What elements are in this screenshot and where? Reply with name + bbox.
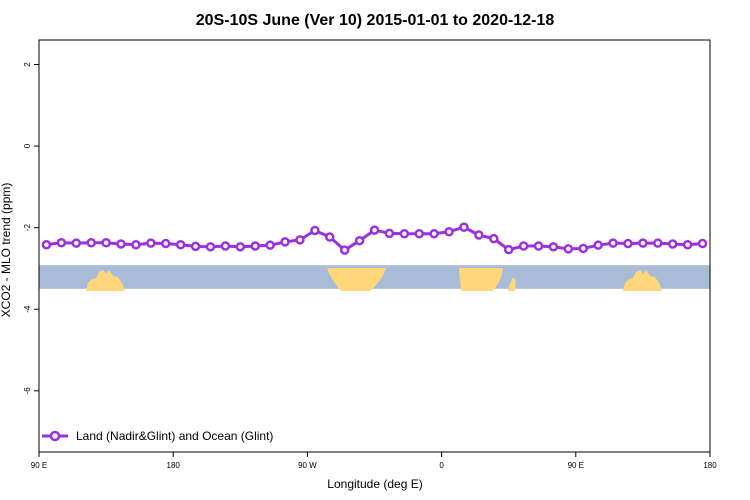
- data-point: [160, 238, 171, 249]
- data-point: [489, 233, 499, 244]
- data-point: [623, 238, 633, 249]
- x-tick-label: 90 E: [568, 461, 584, 470]
- y-tick-label: 0: [23, 143, 32, 148]
- data-point: [444, 226, 454, 237]
- data-point: [638, 238, 648, 248]
- data-point: [533, 241, 544, 251]
- data-point: [71, 238, 82, 248]
- data-point: [667, 239, 678, 249]
- land-australia-1: [86, 270, 125, 291]
- data-point: [593, 240, 603, 250]
- data-point: [518, 241, 529, 251]
- plot-frame: [38, 39, 711, 453]
- x-tick-label: 90 E: [31, 461, 47, 470]
- data-point: [429, 229, 439, 239]
- legend: Land (Nadir&Glint) and Ocean (Glint): [42, 429, 273, 443]
- data-point: [41, 240, 52, 250]
- data-point: [369, 225, 380, 235]
- land-australia-2: [623, 270, 662, 291]
- data-point: [548, 242, 559, 252]
- data-point: [116, 239, 126, 249]
- chart-title: 20S-10S June (Ver 10) 2015-01-01 to 2020…: [196, 12, 555, 29]
- data-point: [459, 222, 469, 232]
- x-tick-label: 180: [167, 461, 181, 470]
- data-point: [682, 240, 693, 250]
- data-point: [205, 242, 216, 252]
- data-point: [295, 235, 305, 245]
- data-point: [86, 237, 96, 248]
- x-tick-label: 0: [439, 461, 444, 470]
- series-layer: [41, 222, 708, 255]
- data-point: [101, 237, 111, 248]
- x-tick-label: 90 W: [298, 461, 317, 470]
- data-point: [578, 243, 589, 254]
- data-point: [250, 241, 260, 251]
- y-tick-label: -2: [23, 224, 32, 232]
- land-ocean-band: [39, 265, 710, 291]
- land-madagascar: [508, 277, 516, 291]
- data-point: [697, 238, 708, 249]
- y-tick-label: 2: [23, 62, 32, 67]
- y-axis: 2 0 -2 -4 -6: [23, 62, 39, 395]
- land-south-america: [327, 268, 386, 291]
- data-point: [503, 244, 514, 255]
- data-point: [310, 225, 320, 236]
- data-point: [354, 235, 365, 246]
- data-point: [653, 238, 663, 248]
- data-point: [399, 229, 410, 239]
- data-point: [280, 237, 290, 247]
- data-point: [339, 245, 350, 255]
- x-axis-label: Longitude (deg E): [327, 477, 422, 491]
- data-point: [175, 240, 186, 250]
- data-point: [146, 238, 156, 248]
- x-axis: 90 E 180 90 W 0 90 E 180: [31, 452, 717, 470]
- data-point: [265, 240, 275, 250]
- data-point: [608, 238, 618, 248]
- data-point: [325, 232, 335, 242]
- data-point: [563, 244, 574, 254]
- y-tick-label: -4: [23, 305, 32, 313]
- x-tick-label: 180: [703, 461, 717, 470]
- y-tick-label: -6: [23, 387, 32, 395]
- data-point: [190, 241, 201, 252]
- data-point: [131, 240, 141, 250]
- land-africa: [459, 268, 503, 291]
- legend-label: Land (Nadir&Glint) and Ocean (Glint): [76, 429, 273, 443]
- legend-marker: [49, 430, 61, 442]
- data-point: [474, 230, 484, 240]
- data-point: [235, 242, 246, 252]
- data-point: [56, 237, 67, 248]
- data-point: [220, 241, 231, 251]
- y-axis-label: XCO2 - MLO trend (ppm): [0, 183, 13, 318]
- data-point: [414, 229, 424, 239]
- data-point: [384, 228, 395, 239]
